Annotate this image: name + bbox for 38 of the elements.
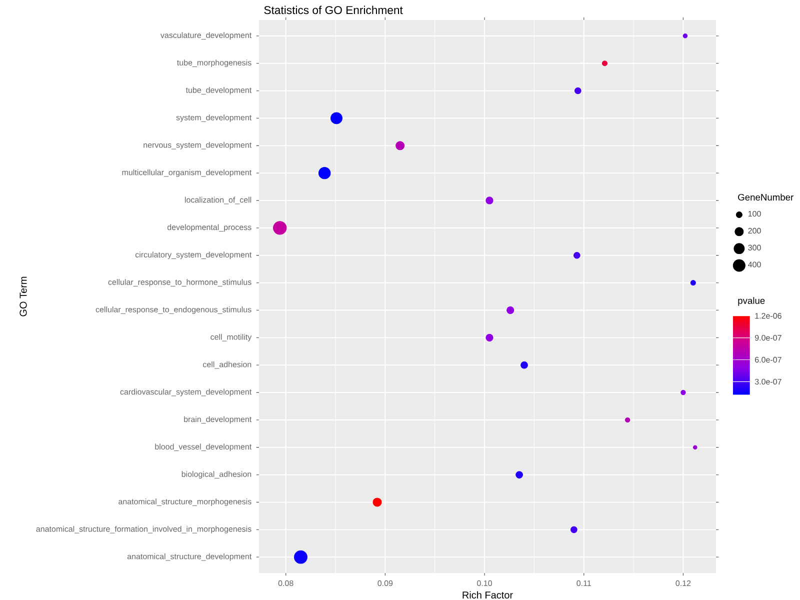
y-tick-label: tube_development (186, 87, 252, 94)
x-tick-label: 0.12 (676, 580, 691, 586)
y-tick-label: anatomical_structure_formation_involved_in_morphogenesis (36, 526, 252, 534)
x-tick-label: 0.10 (477, 580, 492, 586)
y-tick-label: cardiovascular_system_development (120, 388, 252, 396)
color-bar-label: 3.0e-07 (754, 378, 782, 385)
x-tick-label: 0.11 (576, 580, 591, 586)
y-tick-label: cell_adhesion (203, 361, 252, 369)
color-bar-title: pvalue (738, 297, 765, 306)
y-tick-label: circulatory_system_development (135, 252, 252, 260)
color-bar-label: 9.0e-07 (755, 334, 782, 341)
y-tick-label: nervous_system_development (144, 142, 252, 150)
y-tick-label: cellular_response_to_endogenous_stimulus (96, 306, 252, 314)
legend-label: 300 (748, 244, 761, 250)
x-tick-label: 0.09 (378, 580, 393, 586)
y-tick-label: localization_of_cell (185, 196, 252, 204)
chart-title: Statistics of GO Enrichment (264, 6, 403, 14)
y-axis-title: GO Term (20, 276, 27, 316)
y-tick-label: blood_vessel_development (155, 444, 252, 452)
y-tick-label: developmental_process (167, 224, 252, 232)
color-bar-label: 6.0e-07 (755, 356, 782, 363)
y-tick-label: tube_morphogenesis (177, 60, 252, 68)
y-tick-label: anatomical_structure_development (127, 553, 252, 561)
x-axis-title: Rich Factor (462, 591, 513, 599)
color-bar-label: 1.2e-06 (755, 313, 782, 319)
y-tick-label: cellular_response_to_hormone_stimulus (108, 279, 252, 287)
legend-title: GeneNumber (738, 194, 794, 201)
y-tick-label: cell_motility (210, 334, 252, 342)
legend-label: 400 (748, 262, 761, 268)
y-tick-label: biological_adhesion (182, 471, 252, 479)
legend-label: 200 (748, 228, 761, 234)
legend-label: 100 (748, 210, 761, 217)
y-tick-label: anatomical_structure_morphogenesis (118, 498, 252, 506)
y-tick-label: system_development (176, 114, 252, 122)
y-tick-label: vasculature_development (160, 32, 252, 40)
x-tick-label: 0.08 (278, 580, 294, 586)
y-tick-label: brain_development (184, 416, 252, 424)
y-tick-label: multicellular_organism_development (122, 169, 252, 177)
